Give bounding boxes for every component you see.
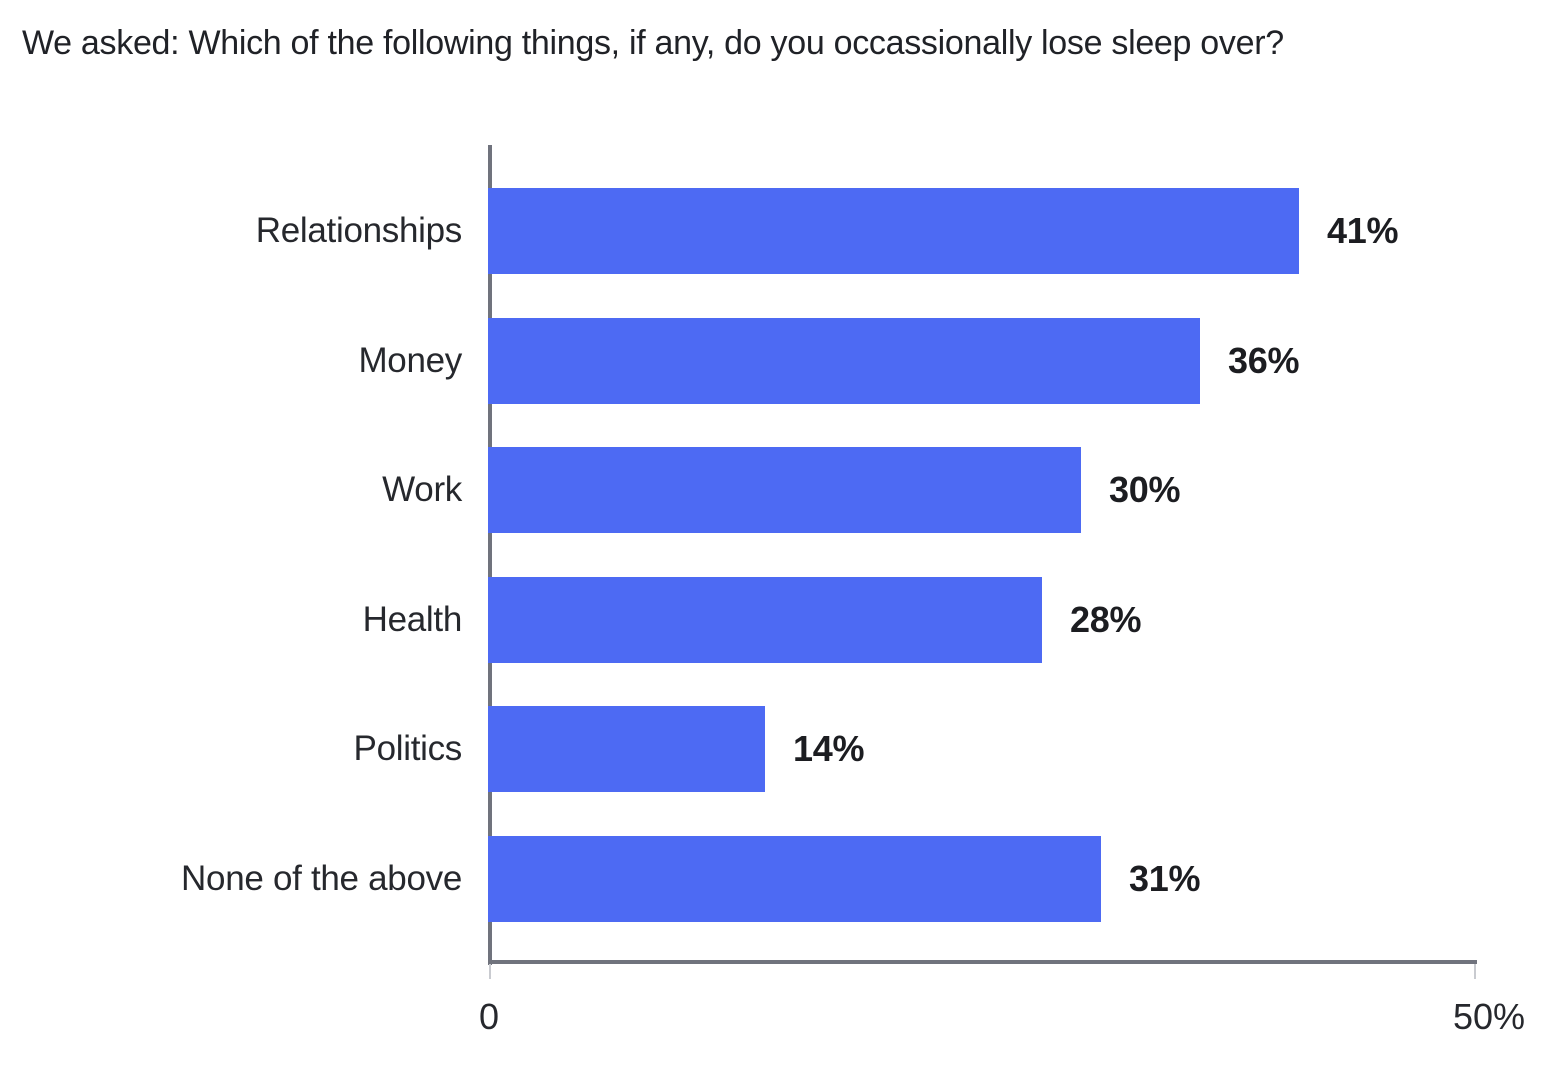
category-label: None of the above bbox=[181, 859, 462, 898]
category-label: Politics bbox=[353, 729, 463, 768]
value-label: 14% bbox=[793, 728, 865, 769]
x-axis-tick-max bbox=[1474, 964, 1476, 979]
value-label: 36% bbox=[1228, 340, 1300, 381]
category-label: Relationships bbox=[255, 211, 463, 250]
x-tick-label-max: 50% bbox=[1452, 996, 1526, 1037]
bar-money bbox=[488, 318, 1200, 404]
x-axis-tick-zero bbox=[489, 964, 491, 979]
value-label: 30% bbox=[1109, 469, 1181, 510]
value-label: 31% bbox=[1129, 858, 1201, 899]
x-axis-line bbox=[488, 960, 1477, 964]
chart-title: We asked: Which of the following things,… bbox=[22, 24, 1284, 62]
bar-none-of-the-above bbox=[488, 836, 1101, 922]
bar-relationships bbox=[488, 188, 1299, 274]
bar-politics bbox=[488, 706, 765, 792]
category-label: Health bbox=[362, 600, 463, 639]
y-axis-line bbox=[488, 145, 492, 965]
category-label: Work bbox=[382, 470, 462, 509]
category-label: Money bbox=[358, 341, 462, 380]
x-tick-label-zero: 0 bbox=[478, 996, 500, 1037]
bar-health bbox=[488, 577, 1042, 663]
value-label: 41% bbox=[1327, 210, 1399, 251]
value-label: 28% bbox=[1070, 599, 1142, 640]
bar-work bbox=[488, 447, 1081, 533]
